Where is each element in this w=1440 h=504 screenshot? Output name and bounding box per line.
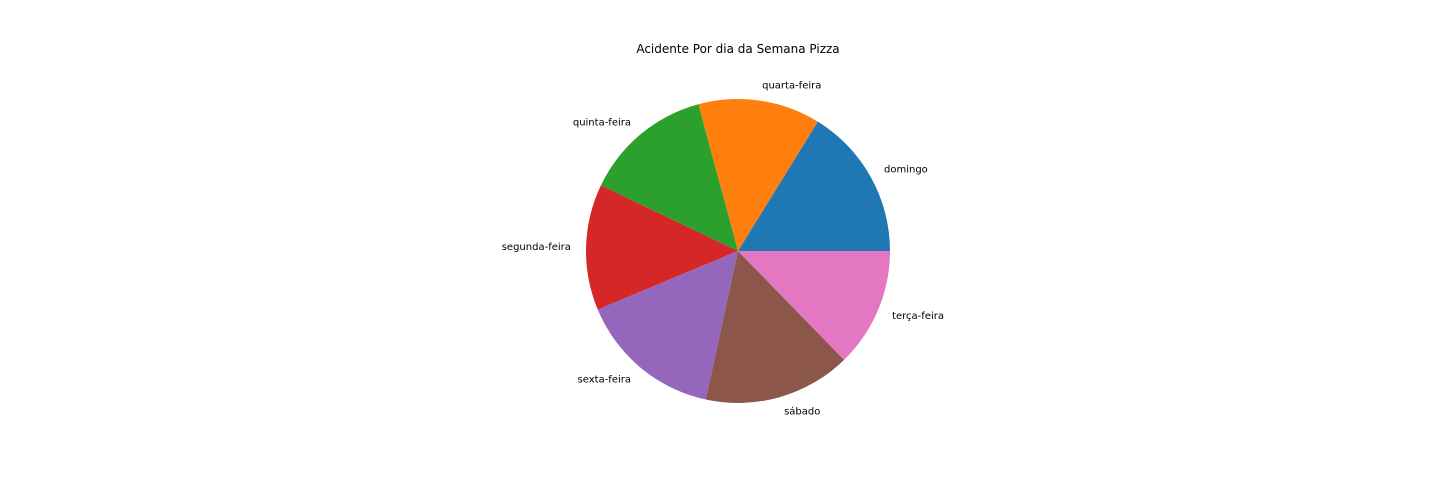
pie-label-5: sábado	[784, 406, 820, 418]
pie-slice-3	[586, 185, 738, 310]
pie-slice-4	[597, 251, 738, 400]
pie-label-0: domingo	[884, 165, 928, 176]
pie-slice-2	[600, 104, 738, 251]
pie-slice-5	[705, 251, 845, 403]
pie-label-2: quinta-feira	[573, 118, 631, 129]
pie-slice-1	[698, 99, 818, 252]
pie-slice-0	[738, 121, 890, 252]
pie-label-3: segunda-feira	[502, 242, 571, 253]
pie-slices	[586, 99, 890, 403]
pie-label-6: terça-feira	[892, 311, 944, 322]
pie-labels: domingo quarta-feira quinta-feira segunda-f…	[502, 81, 944, 418]
pie-label-4: sexta-feira	[578, 375, 631, 386]
pie-slice-6	[738, 251, 890, 360]
chart-title: Acidente Por dia da Semana Pizza	[636, 42, 839, 56]
pie-label-1: quarta-feira	[762, 81, 821, 92]
